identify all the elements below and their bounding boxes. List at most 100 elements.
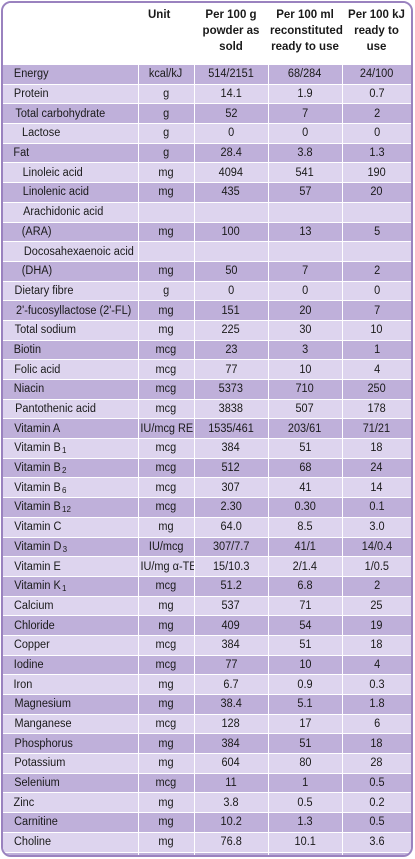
value-per-100ml-cell: 7	[268, 261, 343, 282]
value-per-100kj: 1	[373, 343, 380, 356]
nutrient-subscript: 3	[62, 544, 68, 554]
nutrient-name-cell: Linolenic acid	[3, 182, 139, 203]
value-per-100ml: 1.3	[297, 816, 313, 829]
value-per-100ml: 2/1.4	[292, 560, 318, 573]
nutrient-name-cell: 2'-fucosyllactose (2'-FL)	[3, 300, 139, 321]
nutrient-name: Protein	[13, 88, 49, 101]
nutrient-name: Vitamin A	[14, 422, 61, 435]
nutrient-unit-cell	[138, 241, 195, 262]
value-per-100kj: 7	[373, 304, 380, 317]
table-row: Linolenic acid mg 435 57 20	[3, 182, 411, 203]
table-row: Biotin mcg 23 3 1	[3, 340, 411, 361]
table-row: Magnesium mg 38.4 5.1 1.8	[3, 694, 411, 715]
nutrient-name-cell: Chloride	[3, 615, 139, 636]
value-per-100kj: 25	[370, 599, 383, 612]
nutrient-unit-cell: g	[138, 103, 195, 125]
nutrient-unit-cell: mcg	[138, 714, 195, 735]
value-per-100kj-cell: 24/100	[342, 65, 411, 85]
nutrient-name: Lactose	[22, 127, 61, 140]
table-row: Pantothenic acid mcg 3838 507 178	[3, 399, 411, 420]
value-per-100g-cell: 384	[194, 635, 269, 656]
nutrient-name: Vitamin B	[14, 481, 61, 494]
value-per-100ml: 51	[298, 639, 312, 652]
table-row: Folic acid mcg 77 10 4	[3, 359, 411, 380]
table-row: Energy kcal/kJ 514/2151 68/284 24/100	[3, 65, 411, 85]
value-per-100g: 4094	[218, 166, 244, 179]
value-per-100ml: 541	[295, 166, 315, 179]
nutrient-unit-cell: mg	[138, 222, 195, 243]
nutrient-unit: mcg	[155, 442, 177, 455]
value-per-100ml: 80	[298, 757, 312, 770]
table-row: Vitamin K1 mcg 51.2 6.8 2	[3, 576, 411, 597]
nutrient-name: Copper	[13, 639, 50, 652]
nutrient-unit: mg	[158, 225, 174, 238]
nutrient-subscript: 12	[62, 505, 71, 515]
nutrient-name-cell: Linoleic acid	[3, 162, 139, 184]
value-per-100kj-cell: 2	[342, 261, 411, 282]
nutrient-unit-cell: mcg	[138, 399, 195, 420]
value-per-100kj: 2	[373, 265, 380, 278]
nutrient-unit: mcg	[155, 481, 177, 494]
nutrient-unit-cell: mg	[138, 261, 195, 282]
value-per-100kj: 2	[373, 107, 380, 120]
nutrient-unit: mg	[158, 186, 174, 199]
nutrient-name-cell: Carnitine	[3, 812, 139, 833]
value-per-100g: 11	[225, 777, 237, 790]
value-per-100ml: 13	[298, 225, 312, 238]
value-per-100kj-cell: 19	[342, 615, 411, 636]
value-per-100g: 28.4	[220, 147, 242, 160]
nutrient-unit-cell: g	[138, 123, 195, 144]
value-per-100kj: 2	[373, 580, 380, 593]
nutrient-name-cell: Vitamin C	[3, 517, 139, 538]
header-per-100kj: Per 100 kJ ready to use	[342, 3, 411, 65]
value-per-100g: 151	[221, 304, 241, 317]
value-per-100kj-cell: 1.2	[342, 852, 411, 855]
nutrient-unit-cell: mcg	[138, 379, 195, 400]
nutrient-name-cell: Folic acid	[3, 359, 139, 380]
value-per-100g: 52	[224, 107, 238, 120]
nutrient-unit: g	[162, 107, 170, 120]
nutrient-name-cell: Vitamin B2	[3, 458, 139, 479]
nutrient-unit: mcg	[155, 777, 177, 790]
nutrient-name: Phosphorus	[14, 737, 73, 750]
value-per-100kj-cell: 0.5	[342, 812, 411, 833]
nutrient-unit-cell: mcg	[138, 477, 195, 499]
value-per-100ml-cell: 1.9	[268, 84, 343, 105]
nutrient-unit: mg	[158, 836, 174, 849]
nutrient-name: (ARA)	[21, 225, 52, 238]
value-per-100g: 0	[227, 127, 235, 140]
value-per-100kj-cell: 3.6	[342, 832, 411, 853]
value-per-100ml: 10.1	[294, 836, 316, 849]
nutrient-name-cell: Phosphorus	[3, 733, 139, 755]
nutrition-table-body: Energy kcal/kJ 514/2151 68/284 24/100 Protein…	[3, 65, 411, 855]
value-per-100g-cell: 25.6	[194, 852, 269, 855]
value-per-100ml-cell: 3.8	[268, 143, 343, 164]
nutrient-unit-cell	[138, 202, 195, 223]
table-row: Inositol mg 25.6 3.4 1.2	[3, 852, 411, 855]
header-per-100g-line3: sold	[219, 41, 243, 53]
nutrient-unit-cell: mcg	[138, 576, 195, 597]
value-per-100ml-cell: 1.3	[268, 812, 343, 833]
value-per-100ml: 3.8	[297, 147, 313, 160]
value-per-100ml-cell: 10	[268, 359, 343, 380]
nutrient-unit: mcg	[155, 658, 177, 671]
value-per-100g: 3838	[218, 403, 244, 416]
nutrient-name: Calcium	[14, 599, 54, 612]
table-row: Total sodium mg 225 30 10	[3, 320, 411, 341]
table-row: (DHA) mg 50 7 2	[3, 261, 411, 282]
nutrient-unit-cell: kcal/kJ	[138, 65, 195, 85]
value-per-100g-cell: 50	[194, 261, 269, 282]
value-per-100kj-cell: 20	[342, 182, 411, 203]
nutrient-unit: IU/mcg RE	[139, 422, 193, 435]
value-per-100g: 435	[221, 186, 241, 199]
value-per-100ml: 507	[295, 403, 315, 416]
nutrient-unit: mcg	[155, 462, 177, 475]
nutrient-name-cell: Copper	[3, 635, 139, 656]
value-per-100ml-cell: 0.30	[268, 497, 343, 518]
value-per-100g-cell: 4094	[194, 162, 269, 184]
value-per-100g-cell: 0	[194, 123, 269, 144]
nutrient-name: 2'-fucosyllactose (2'-FL)	[16, 304, 132, 317]
table-row: Vitamin C mg 64.0 8.5 3.0	[3, 517, 411, 538]
nutrient-unit: mg	[158, 678, 174, 691]
nutrient-unit: mg	[158, 304, 174, 317]
